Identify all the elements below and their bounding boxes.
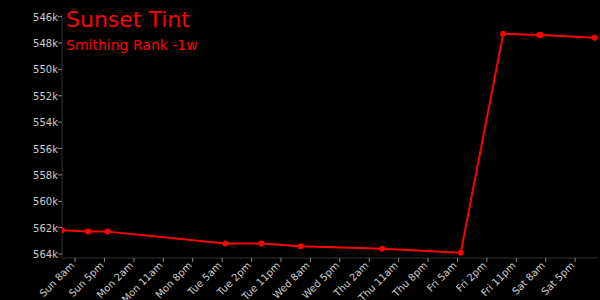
x-tick (280, 258, 281, 262)
y-tick-label: 550k (33, 64, 58, 75)
x-tick-label: Sat 5pm (539, 260, 576, 297)
y-tick-label: 548k (33, 38, 58, 49)
y-tick-label: 546k (33, 12, 58, 23)
subtitle: Smithing Rank -1w (66, 37, 198, 53)
x-tick-label: Fri 5am (425, 260, 459, 294)
y-tick (58, 16, 62, 17)
point (379, 246, 385, 252)
x-tick (486, 258, 487, 262)
y-tick (58, 254, 62, 255)
point (105, 229, 111, 235)
point (258, 240, 264, 246)
x-axis (62, 258, 598, 259)
x-tick (310, 258, 311, 262)
point (458, 250, 464, 256)
background (0, 0, 600, 300)
y-axis (62, 14, 63, 258)
y-tick (58, 122, 62, 123)
x-tick (428, 258, 429, 262)
point (62, 227, 65, 233)
x-tick (339, 258, 340, 262)
plot-area (62, 31, 598, 256)
x-tick (222, 258, 223, 262)
y-tick (58, 148, 62, 149)
y-tick (58, 43, 62, 44)
y-tick-label: 560k (33, 196, 58, 207)
point (85, 229, 91, 235)
x-tick (192, 258, 193, 262)
y-tick-label: 558k (33, 170, 58, 181)
y-tick (58, 174, 62, 175)
series-line (62, 34, 595, 253)
x-tick (457, 258, 458, 262)
x-tick (516, 258, 517, 262)
point (592, 35, 598, 41)
x-tick (398, 258, 399, 262)
point (500, 31, 506, 37)
y-tick-label: 552k (33, 91, 58, 102)
x-tick (575, 258, 576, 262)
chart: 546k 548k 550k 552k 554k 556k 558k 560k 562k 564k… (0, 0, 600, 300)
y-tick-label: 564k (33, 249, 58, 260)
y-tick (58, 69, 62, 70)
x-tick (163, 258, 164, 262)
x-tick (545, 258, 546, 262)
point (538, 32, 544, 38)
y-tick-label: 556k (33, 144, 58, 155)
y-tick (58, 201, 62, 202)
point (298, 243, 304, 249)
y-tick-label: 554k (33, 117, 58, 128)
x-tick-label: Mon 8pm (153, 260, 194, 300)
y-tick (58, 227, 62, 228)
x-tick (104, 258, 105, 262)
y-tick (58, 95, 62, 96)
point (222, 240, 228, 246)
x-tick-label: Thu 8pm (390, 260, 430, 300)
x-tick (75, 258, 76, 262)
x-tick (251, 258, 252, 262)
title: Sunset Tint (66, 7, 190, 32)
y-tick-label: 562k (33, 223, 58, 234)
x-tick (369, 258, 370, 262)
x-tick (133, 258, 134, 262)
